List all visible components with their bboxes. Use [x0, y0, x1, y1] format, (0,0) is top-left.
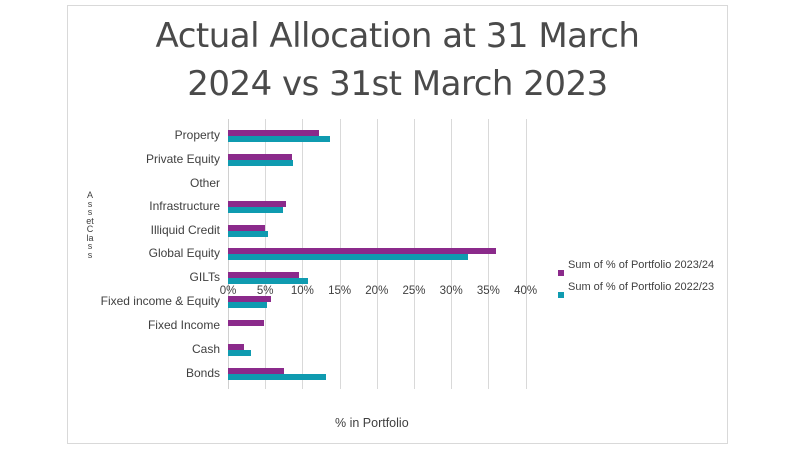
bar-2022-23 [228, 350, 252, 356]
bar-2023-24 [228, 201, 287, 207]
category-label: Private Equity [145, 152, 220, 166]
x-tick-label: 25% [402, 285, 426, 297]
bar-2023-24 [228, 225, 266, 231]
bar-2023-24 [228, 320, 264, 326]
legend-label-2022-23: Sum of % of Portfolio 2022/23 [568, 281, 715, 293]
category-label: Property [174, 128, 220, 142]
legend-swatch-2022-23 [558, 292, 564, 298]
chart-title-line-2: 2024 vs 31st March 2023 [187, 64, 608, 104]
category-label: Fixed income & Equity [100, 294, 220, 308]
gridline [488, 119, 490, 389]
bar-2023-24 [228, 368, 284, 374]
bar-2022-23 [228, 254, 469, 260]
bar-2022-23 [228, 207, 284, 213]
x-tick-label: 20% [365, 285, 389, 297]
legend-label-2023-24: Sum of % of Portfolio 2023/24 [568, 259, 715, 271]
x-tick-label: 0% [219, 285, 237, 297]
x-tick-label: 15% [328, 285, 352, 297]
bar-2022-23 [228, 278, 309, 284]
gridline [525, 119, 527, 389]
bar-2023-24 [228, 272, 300, 278]
category-label: Other [189, 176, 220, 190]
bar-2022-23 [228, 136, 330, 142]
bar-2022-23 [228, 160, 294, 166]
category-label: GILTs [189, 270, 220, 284]
plot-area [228, 119, 528, 389]
x-axis-label: % in Portfolio [335, 416, 409, 430]
bar-2023-24 [228, 296, 272, 302]
category-label: Illiquid Credit [150, 223, 220, 237]
y-axis-label: Asset Class [86, 190, 94, 260]
bar-2022-23 [228, 302, 268, 308]
bar-2023-24 [228, 154, 292, 160]
x-tick-label: 35% [476, 285, 500, 297]
bar-2023-24 [228, 344, 244, 350]
bar-2023-24 [228, 130, 319, 136]
x-tick-label: 5% [256, 285, 274, 297]
category-label: Fixed Income [147, 318, 220, 332]
bar-2022-23 [228, 374, 327, 380]
bar-2023-24 [228, 248, 496, 254]
category-label: Bonds [185, 366, 220, 380]
chart-title: Actual Allocation at 31 March 2024 vs 31… [68, 12, 727, 108]
category-label: Infrastructure [149, 199, 220, 213]
x-tick-label: 40% [514, 285, 538, 297]
bar-2022-23 [228, 231, 269, 237]
category-label: Global Equity [148, 246, 220, 260]
x-tick-label: 30% [439, 285, 463, 297]
x-tick-label: 10% [290, 285, 314, 297]
legend-swatch-2023-24 [558, 270, 564, 276]
chart-title-line-1: Actual Allocation at 31 March [155, 16, 640, 56]
chart-frame: Actual Allocation at 31 March 2024 vs 31… [67, 5, 728, 444]
category-label: Cash [191, 342, 220, 356]
